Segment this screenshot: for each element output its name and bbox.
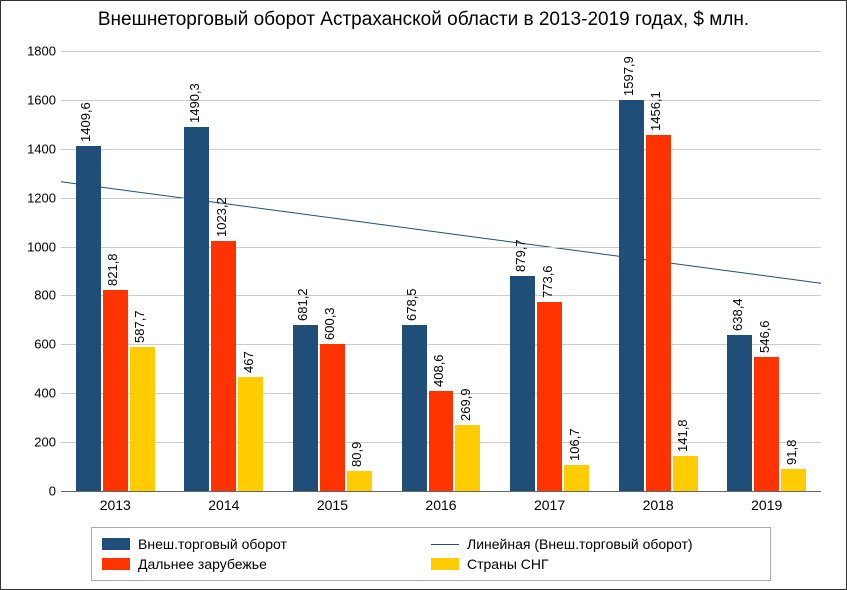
legend-label: Дальнее зарубежье bbox=[138, 556, 267, 572]
y-tick-label: 1400 bbox=[16, 141, 56, 156]
bar-value-label: 106,7 bbox=[567, 428, 582, 461]
gridline bbox=[61, 198, 821, 199]
x-tick-label: 2013 bbox=[100, 497, 131, 513]
bar-value-label: 546,6 bbox=[757, 321, 772, 354]
y-tick-label: 200 bbox=[16, 435, 56, 450]
bar-value-label: 638,4 bbox=[730, 298, 745, 331]
bar-value-label: 269,9 bbox=[458, 388, 473, 421]
x-tick-label: 2018 bbox=[643, 497, 674, 513]
legend-label: Страны СНГ bbox=[467, 556, 549, 572]
bar bbox=[347, 471, 372, 491]
bar bbox=[293, 325, 318, 492]
x-tick-label: 2014 bbox=[208, 497, 239, 513]
bar bbox=[184, 127, 209, 491]
y-tick-label: 800 bbox=[16, 288, 56, 303]
y-tick-label: 1200 bbox=[16, 190, 56, 205]
bar-value-label: 1023,2 bbox=[214, 197, 229, 237]
bar-value-label: 80,9 bbox=[349, 442, 364, 467]
legend-label: Внеш.торговый оборот bbox=[138, 536, 287, 552]
bar-value-label: 587,7 bbox=[132, 311, 147, 344]
bar-value-label: 141,8 bbox=[675, 420, 690, 453]
gridline bbox=[61, 247, 821, 248]
y-tick-label: 1000 bbox=[16, 239, 56, 254]
bar bbox=[103, 290, 128, 491]
legend: Внеш.торговый оборот Линейная (Внеш.торго… bbox=[91, 527, 771, 581]
y-tick-label: 400 bbox=[16, 386, 56, 401]
bar-value-label: 1409,6 bbox=[78, 103, 93, 143]
bar bbox=[646, 135, 671, 491]
bar-value-label: 678,5 bbox=[404, 289, 419, 322]
y-tick-label: 1600 bbox=[16, 92, 56, 107]
x-tick-label: 2019 bbox=[751, 497, 782, 513]
bar bbox=[510, 276, 535, 491]
bar bbox=[727, 335, 752, 491]
bar bbox=[320, 344, 345, 491]
bar bbox=[781, 469, 806, 491]
legend-item: Внеш.торговый оборот bbox=[102, 536, 431, 552]
plot-area: 0200400600800100012001400160018002013140… bbox=[61, 51, 821, 492]
bar-value-label: 467 bbox=[241, 351, 256, 373]
bar bbox=[76, 146, 101, 491]
x-tick-label: 2016 bbox=[425, 497, 456, 513]
y-tick-label: 0 bbox=[16, 484, 56, 499]
bar bbox=[238, 377, 263, 491]
chart-title: Внешнеторговый оборот Астраханской облас… bbox=[1, 9, 846, 31]
legend-label: Линейная (Внеш.торговый оборот) bbox=[467, 536, 693, 552]
legend-swatch-icon bbox=[102, 538, 130, 550]
chart-container: Внешнеторговый оборот Астраханской облас… bbox=[0, 0, 847, 590]
legend-item: Дальнее зарубежье bbox=[102, 556, 431, 572]
bar bbox=[402, 325, 427, 491]
bar bbox=[754, 357, 779, 491]
bar-value-label: 408,6 bbox=[431, 355, 446, 388]
bar-value-label: 681,2 bbox=[295, 288, 310, 321]
legend-swatch-icon bbox=[431, 558, 459, 570]
bar-value-label: 1456,1 bbox=[648, 91, 663, 131]
bar-value-label: 1490,3 bbox=[187, 83, 202, 123]
legend-item: Страны СНГ bbox=[431, 556, 760, 572]
legend-line-icon bbox=[431, 544, 459, 545]
x-tick-label: 2015 bbox=[317, 497, 348, 513]
legend-swatch-icon bbox=[102, 558, 130, 570]
gridline bbox=[61, 149, 821, 150]
bar bbox=[455, 425, 480, 491]
bar bbox=[537, 302, 562, 491]
bar-value-label: 773,6 bbox=[540, 265, 555, 298]
gridline bbox=[61, 344, 821, 345]
y-tick-label: 1800 bbox=[16, 44, 56, 59]
bar-value-label: 821,8 bbox=[105, 254, 120, 287]
x-tick-label: 2017 bbox=[534, 497, 565, 513]
gridline bbox=[61, 51, 821, 52]
bar-value-label: 879,7 bbox=[513, 239, 528, 272]
bar bbox=[619, 100, 644, 491]
bar bbox=[130, 347, 155, 491]
gridline bbox=[61, 295, 821, 296]
bar bbox=[564, 465, 589, 491]
bar bbox=[673, 456, 698, 491]
gridline bbox=[61, 100, 821, 101]
bar-value-label: 600,3 bbox=[322, 308, 337, 341]
bar-value-label: 91,8 bbox=[784, 439, 799, 464]
bar-value-label: 1597,9 bbox=[621, 57, 636, 97]
bar bbox=[211, 241, 236, 491]
y-tick-label: 600 bbox=[16, 337, 56, 352]
legend-item: Линейная (Внеш.торговый оборот) bbox=[431, 536, 760, 552]
bar bbox=[429, 391, 454, 491]
